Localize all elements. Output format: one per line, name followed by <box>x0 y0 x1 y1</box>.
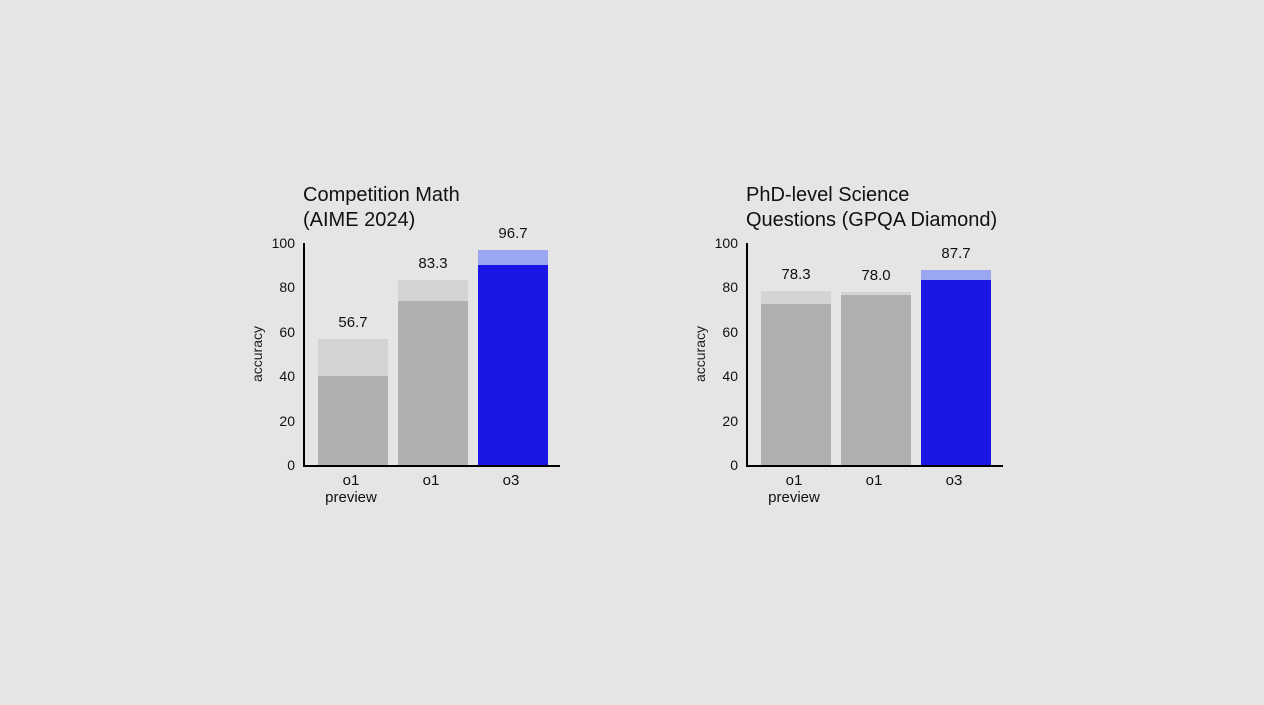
y-tick-label: 60 <box>698 324 738 340</box>
plot-area: 020406080100 78.378.087.7 <box>746 243 1003 467</box>
chart-gpqa-diamond: PhD-level Science Questions (GPQA Diamon… <box>746 183 1096 512</box>
bar: 83.3 <box>398 280 468 465</box>
x-tick-label: o1 <box>423 473 440 490</box>
bar: 56.7 <box>318 339 388 465</box>
x-tick-label: o1 preview <box>768 473 820 506</box>
bar-value-label: 83.3 <box>418 255 447 272</box>
y-tick-label: 40 <box>698 368 738 384</box>
bar-segment <box>398 301 468 465</box>
bar-value-label: 78.0 <box>861 267 890 284</box>
bar-segment <box>398 280 468 301</box>
y-tick-label: 60 <box>255 324 295 340</box>
y-tick-label: 100 <box>698 235 738 251</box>
bar-segment <box>761 304 831 465</box>
bars: 78.378.087.7 <box>748 243 1003 465</box>
y-tick-label: 20 <box>255 413 295 429</box>
bar-value-label: 96.7 <box>498 225 527 242</box>
bar: 78.3 <box>761 291 831 465</box>
bar-value-label: 56.7 <box>338 314 367 331</box>
x-labels: o1 preview o1 o3 <box>303 467 558 512</box>
x-tick-label: o3 <box>503 473 520 490</box>
chart-title: PhD-level Science Questions (GPQA Diamon… <box>746 183 1096 233</box>
bar-segment <box>841 292 911 295</box>
bar-segment <box>841 295 911 465</box>
bar-segment <box>478 250 548 265</box>
y-tick-label: 100 <box>255 235 295 251</box>
bar: 87.7 <box>921 270 991 465</box>
bar-value-label: 78.3 <box>781 266 810 283</box>
plot-area: 020406080100 56.783.396.7 <box>303 243 560 467</box>
bars: 56.783.396.7 <box>305 243 560 465</box>
bar-segment <box>318 376 388 465</box>
y-tick-label: 20 <box>698 413 738 429</box>
x-tick-label: o1 preview <box>325 473 377 506</box>
bar-segment <box>921 280 991 465</box>
bar-segment <box>478 265 548 465</box>
x-labels: o1 preview o1 o3 <box>746 467 1001 512</box>
charts-row: Competition Math (AIME 2024) accuracy 02… <box>0 0 1264 705</box>
y-tick-label: 40 <box>255 368 295 384</box>
bar-segment <box>761 291 831 304</box>
x-tick-label: o1 <box>866 473 883 490</box>
x-tick-label: o3 <box>946 473 963 490</box>
y-tick-label: 0 <box>698 457 738 473</box>
y-tick-label: 0 <box>255 457 295 473</box>
y-tick-label: 80 <box>698 279 738 295</box>
y-tick-label: 80 <box>255 279 295 295</box>
bar-segment <box>318 339 388 376</box>
bar: 96.7 <box>478 250 548 465</box>
bar-segment <box>921 270 991 279</box>
chart-title: Competition Math (AIME 2024) <box>303 183 653 233</box>
plot-wrapper: accuracy 020406080100 56.783.396.7 o1 pr… <box>303 243 653 512</box>
bar: 78.0 <box>841 292 911 465</box>
bar-value-label: 87.7 <box>941 245 970 262</box>
chart-competition-math: Competition Math (AIME 2024) accuracy 02… <box>303 183 653 512</box>
plot-wrapper: accuracy 020406080100 78.378.087.7 o1 pr… <box>746 243 1096 512</box>
